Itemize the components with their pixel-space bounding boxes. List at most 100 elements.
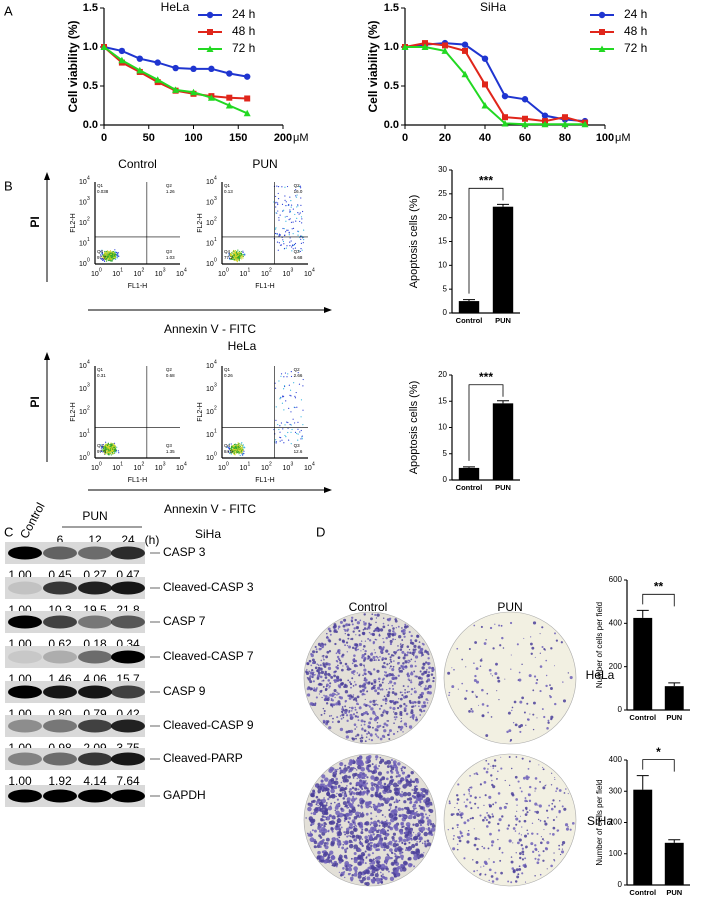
colony <box>334 697 335 698</box>
flow-event <box>110 252 111 253</box>
tick-exponent: 3 <box>291 267 294 273</box>
colony <box>525 847 526 848</box>
colony <box>535 682 537 684</box>
colony <box>348 817 351 820</box>
colony <box>398 848 402 852</box>
colony <box>451 667 452 668</box>
colony <box>385 703 387 705</box>
colony <box>419 841 420 842</box>
tick-base: 10 <box>283 465 291 472</box>
flow-event <box>288 204 289 205</box>
colony <box>386 786 391 791</box>
colony <box>312 662 314 664</box>
flow-event <box>277 202 278 203</box>
tick-base: 10 <box>112 271 120 278</box>
y-tick-label: 0.0 <box>83 119 98 131</box>
colony <box>410 659 412 661</box>
flow-event <box>286 247 287 248</box>
blot-band <box>8 616 42 629</box>
tick-exponent: 1 <box>120 461 123 467</box>
legend-label: 24 h <box>232 7 255 21</box>
colony <box>554 665 555 666</box>
colony <box>347 638 349 640</box>
colony <box>367 638 369 640</box>
colony <box>505 780 506 781</box>
colony <box>398 807 402 811</box>
colony <box>349 810 352 813</box>
colony <box>410 639 412 641</box>
colony <box>403 839 406 842</box>
colony <box>329 859 332 862</box>
flow-event <box>300 416 301 417</box>
colony <box>398 675 400 677</box>
tick-base: 10 <box>176 271 184 278</box>
colony <box>327 720 330 723</box>
colony <box>330 634 332 636</box>
colony <box>398 656 401 659</box>
colony <box>459 840 462 843</box>
colony <box>322 656 323 657</box>
x-tick-label: PUN <box>495 483 511 492</box>
colony <box>366 846 370 850</box>
colony <box>407 672 409 674</box>
colony <box>519 838 522 841</box>
colony <box>369 700 372 703</box>
tick-exponent: 2 <box>269 461 272 467</box>
flow-event <box>300 205 301 206</box>
colony <box>409 780 412 783</box>
colony <box>372 727 374 729</box>
colony <box>391 810 394 813</box>
colony <box>466 798 468 800</box>
flow-event <box>111 259 112 260</box>
colony <box>485 862 488 865</box>
legend-label: 48 h <box>232 24 255 38</box>
colony <box>387 618 390 621</box>
colony <box>490 774 492 776</box>
colony <box>480 866 481 867</box>
colony <box>524 857 526 859</box>
colony <box>343 717 344 718</box>
colony <box>527 718 530 721</box>
y-tick-label: 25 <box>438 189 447 198</box>
colony <box>375 858 377 860</box>
tick-base: 10 <box>304 465 312 472</box>
colony <box>370 633 372 635</box>
colony <box>332 699 334 701</box>
colony <box>351 710 352 711</box>
colony <box>404 689 406 691</box>
colony <box>494 624 495 625</box>
colony <box>422 663 425 666</box>
flow-event <box>114 443 115 444</box>
flow-event <box>237 252 238 253</box>
flow-event <box>241 445 242 446</box>
colony <box>454 807 455 808</box>
colony <box>562 805 564 807</box>
colony <box>415 843 418 846</box>
colony <box>396 843 399 846</box>
colony <box>481 689 484 692</box>
colony <box>515 776 518 779</box>
colony <box>316 687 318 689</box>
y-tick-label: 400 <box>609 755 623 764</box>
colony <box>394 869 399 874</box>
tick-exponent: 1 <box>248 267 251 273</box>
colony <box>500 767 502 769</box>
colony <box>362 684 364 686</box>
colony <box>383 722 386 725</box>
flow-event <box>237 260 238 261</box>
colony <box>307 688 310 691</box>
colony <box>457 798 460 801</box>
x-tick-label: 0 <box>402 132 408 144</box>
colony <box>369 757 371 759</box>
colony <box>408 817 410 819</box>
colony <box>361 788 363 790</box>
colony <box>419 836 423 840</box>
flow-event <box>243 451 244 452</box>
colony <box>383 729 386 732</box>
colony <box>375 759 377 761</box>
colony <box>392 685 394 687</box>
colony <box>363 621 365 623</box>
colony <box>497 839 498 840</box>
flow-event <box>276 186 277 187</box>
colony <box>460 812 463 815</box>
